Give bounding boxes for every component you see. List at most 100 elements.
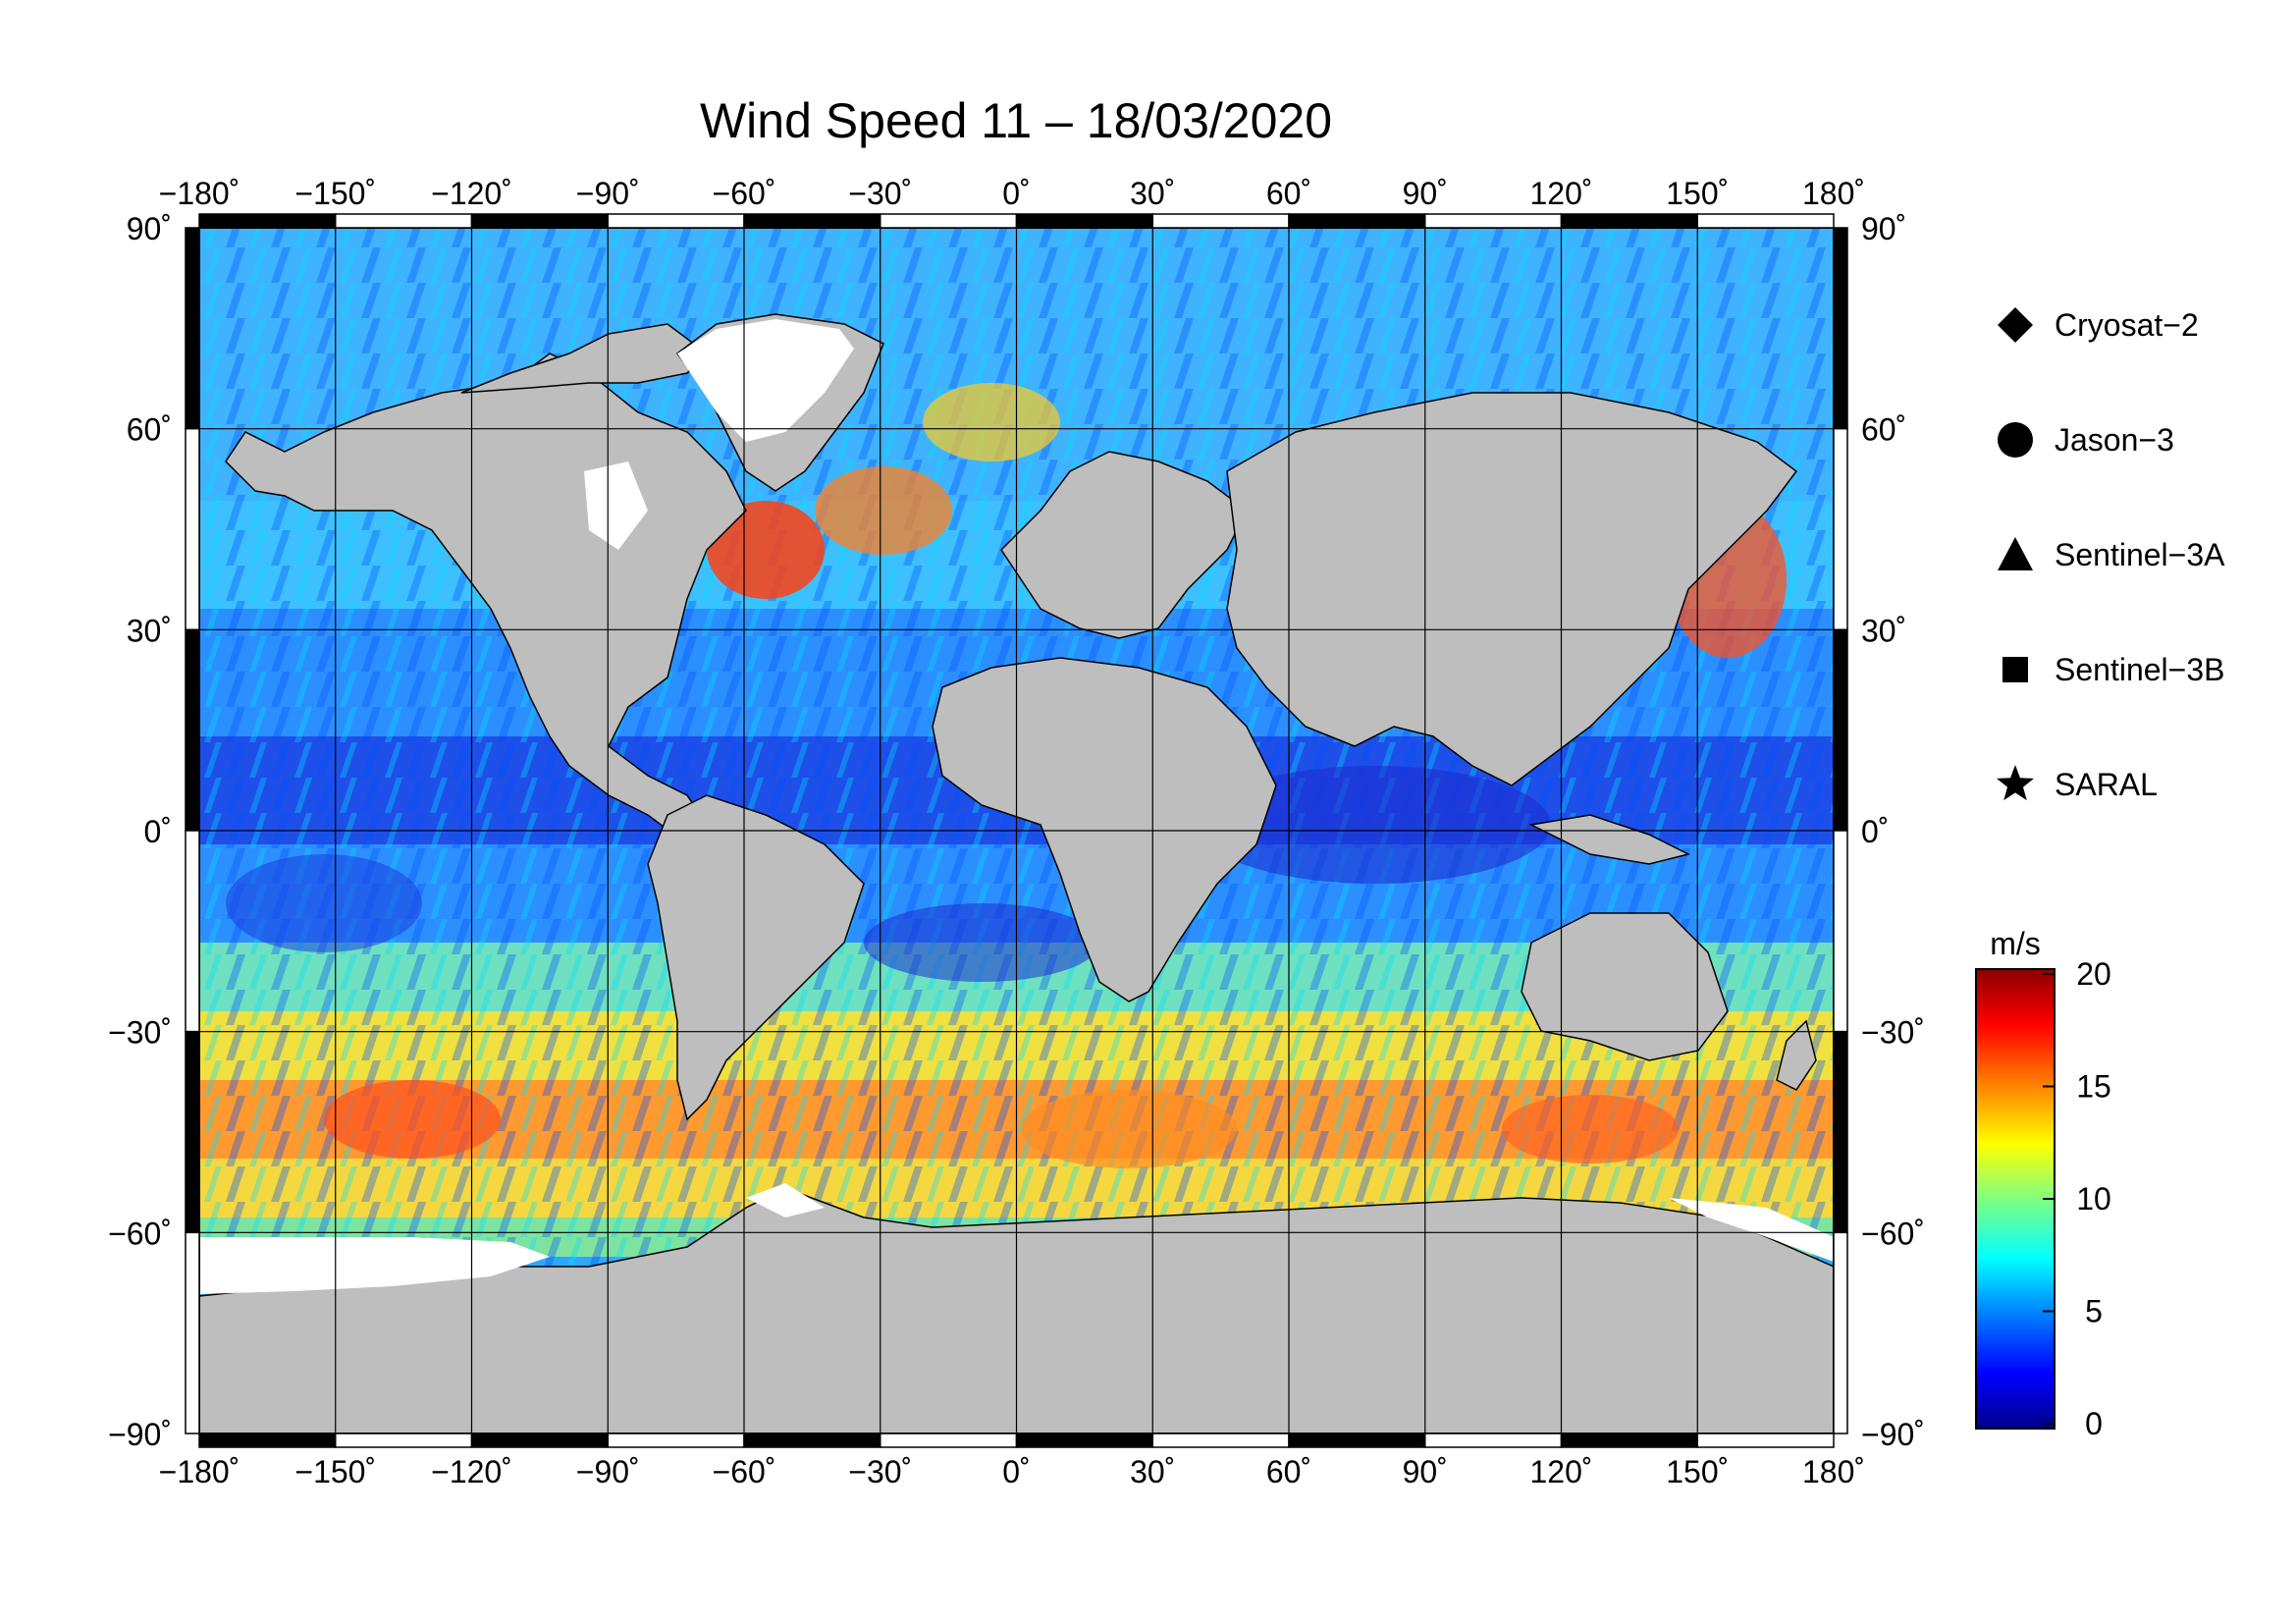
lon-tick-label: −180˚ bbox=[159, 1454, 240, 1489]
legend-label: Sentinel−3A bbox=[2055, 537, 2225, 572]
frame-segment-top bbox=[470, 213, 609, 229]
frame-segment-right bbox=[1833, 830, 1848, 1033]
frame-segment-left bbox=[185, 1030, 200, 1234]
map-title: Wind Speed 11 – 18/03/2020 bbox=[700, 93, 1332, 148]
lat-tick-label: −90˚ bbox=[1861, 1417, 1925, 1452]
lon-tick-label: −150˚ bbox=[294, 1454, 376, 1489]
australia bbox=[1521, 912, 1729, 1061]
lon-tick-label: 180˚ bbox=[1802, 1454, 1865, 1489]
lat-tick-label: −30˚ bbox=[1861, 1015, 1925, 1051]
satellite-legend: Cryosat−2 Jason−3 Sentinel−3A Sentinel−3B SA… bbox=[1996, 307, 2225, 802]
lat-tick-label: 30˚ bbox=[1861, 613, 1906, 648]
lon-tick-label: 60˚ bbox=[1266, 176, 1311, 211]
legend-symbol-diamond bbox=[1998, 307, 2033, 343]
new-zealand bbox=[1776, 1019, 1817, 1091]
lon-tick-label: −30˚ bbox=[848, 1454, 912, 1489]
lat-tick-label: −90˚ bbox=[108, 1417, 172, 1452]
lon-tick-label: 120˚ bbox=[1529, 1454, 1592, 1489]
lon-tick-label: −120˚ bbox=[431, 1454, 512, 1489]
lon-tick-label: 0˚ bbox=[1002, 176, 1030, 211]
lon-tick-label: −180˚ bbox=[159, 176, 240, 211]
frame-segment-right bbox=[1833, 628, 1848, 832]
frame-segment-left bbox=[185, 427, 200, 631]
legend-symbol-circle bbox=[1998, 422, 2033, 458]
colorbar-unit: m/s bbox=[1990, 926, 2041, 961]
lon-tick-label: −150˚ bbox=[294, 176, 376, 211]
lat-tick-label: 30˚ bbox=[127, 613, 172, 648]
lat-tick-label: 90˚ bbox=[1861, 211, 1906, 246]
frame-segment-right bbox=[1833, 1030, 1848, 1234]
frame-segment-right bbox=[1833, 1231, 1848, 1434]
frame-segment-top bbox=[1424, 213, 1563, 229]
lon-tick-label: −60˚ bbox=[713, 176, 776, 211]
lon-labels-top: −180˚ −150˚ −120˚ −90˚ −60˚ −30˚ 0˚ 30˚ 60˚ 90˚ 12… bbox=[159, 176, 1865, 211]
frame-segment-top bbox=[880, 213, 1018, 229]
lat-labels-left: 90˚ 60˚ 30˚ 0˚ −30˚ −60˚ −90˚ bbox=[108, 211, 172, 1452]
lon-tick-label: 30˚ bbox=[1130, 176, 1175, 211]
lat-labels-right: 90˚ 60˚ 30˚ 0˚ −30˚ −60˚ −90˚ bbox=[1861, 211, 1925, 1452]
frame-segment-right bbox=[1833, 227, 1848, 430]
frame-segment-top bbox=[1151, 213, 1290, 229]
lon-tick-label: 180˚ bbox=[1802, 176, 1865, 211]
legend-label: SARAL bbox=[2055, 767, 2158, 802]
frame-segment-top bbox=[1288, 213, 1426, 229]
colorbar: m/s 20 15 10 5 0 bbox=[1975, 926, 2111, 1441]
lon-tick-label: 90˚ bbox=[1403, 1454, 1448, 1489]
frame-segment-top bbox=[335, 213, 473, 229]
frame-segment-right bbox=[1833, 427, 1848, 631]
frame-segment-left bbox=[185, 628, 200, 832]
colorbar-tick-label: 10 bbox=[2076, 1181, 2111, 1217]
frame-segment-top bbox=[1015, 213, 1153, 229]
colorbar-tick-label: 5 bbox=[2085, 1294, 2103, 1329]
legend-label: Sentinel−3B bbox=[2055, 652, 2224, 687]
frame-segment-top bbox=[1696, 213, 1835, 229]
lon-tick-label: −60˚ bbox=[713, 1454, 776, 1489]
lon-tick-label: 150˚ bbox=[1666, 1454, 1729, 1489]
south-america bbox=[647, 794, 865, 1121]
legend-label: Jason−3 bbox=[2055, 422, 2174, 458]
legend-symbol-square bbox=[2002, 657, 2028, 682]
lon-tick-label: −30˚ bbox=[848, 176, 912, 211]
lat-tick-label: 0˚ bbox=[1861, 814, 1889, 849]
frame-segment-bottom bbox=[1015, 1433, 1153, 1448]
colorbar-tick-label: 20 bbox=[2076, 956, 2111, 992]
lon-tick-label: −90˚ bbox=[576, 176, 640, 211]
lat-tick-label: −60˚ bbox=[1861, 1216, 1925, 1251]
frame-segment-bottom bbox=[470, 1433, 609, 1448]
asia bbox=[1226, 392, 1798, 786]
frame-segment-left bbox=[185, 830, 200, 1033]
frame-segment-bottom bbox=[607, 1433, 745, 1448]
sea-ice bbox=[199, 319, 1834, 1294]
graticule bbox=[199, 228, 1834, 1434]
frame-segment-bottom bbox=[1288, 1433, 1426, 1448]
lon-tick-label: 0˚ bbox=[1002, 1454, 1030, 1489]
lat-tick-label: 90˚ bbox=[127, 211, 172, 246]
lon-tick-label: 150˚ bbox=[1666, 176, 1729, 211]
frame-segment-bottom bbox=[1151, 1433, 1290, 1448]
frame-segment-bottom bbox=[198, 1433, 337, 1448]
lat-tick-label: 60˚ bbox=[127, 412, 172, 448]
colorbar-ticks: 20 15 10 5 0 bbox=[2043, 956, 2111, 1441]
lon-tick-label: 120˚ bbox=[1529, 176, 1592, 211]
frame-segment-bottom bbox=[1696, 1433, 1835, 1448]
lon-tick-label: −120˚ bbox=[431, 176, 512, 211]
frame-segment-left bbox=[185, 227, 200, 430]
frame-segment-top bbox=[743, 213, 881, 229]
frame-segment-bottom bbox=[880, 1433, 1018, 1448]
frame-segment-top bbox=[607, 213, 745, 229]
frame-segment-left bbox=[185, 1231, 200, 1434]
frame-segment-bottom bbox=[743, 1433, 881, 1448]
lon-labels-bottom: −180˚ −150˚ −120˚ −90˚ −60˚ −30˚ 0˚ 30˚ 60˚ 90˚ 12… bbox=[159, 1454, 1865, 1489]
legend-symbol-star bbox=[1996, 765, 2035, 801]
legend-label: Cryosat−2 bbox=[2055, 307, 2199, 343]
frame-segment-bottom bbox=[1560, 1433, 1698, 1448]
frame-segment-top bbox=[198, 213, 337, 229]
lon-tick-label: 60˚ bbox=[1266, 1454, 1311, 1489]
colorbar-tick-label: 0 bbox=[2085, 1406, 2103, 1441]
frame-segment-bottom bbox=[335, 1433, 473, 1448]
lon-tick-label: 30˚ bbox=[1130, 1454, 1175, 1489]
frame-segment-bottom bbox=[1424, 1433, 1563, 1448]
lat-tick-label: 60˚ bbox=[1861, 412, 1906, 448]
colorbar-tick-label: 15 bbox=[2076, 1069, 2111, 1105]
